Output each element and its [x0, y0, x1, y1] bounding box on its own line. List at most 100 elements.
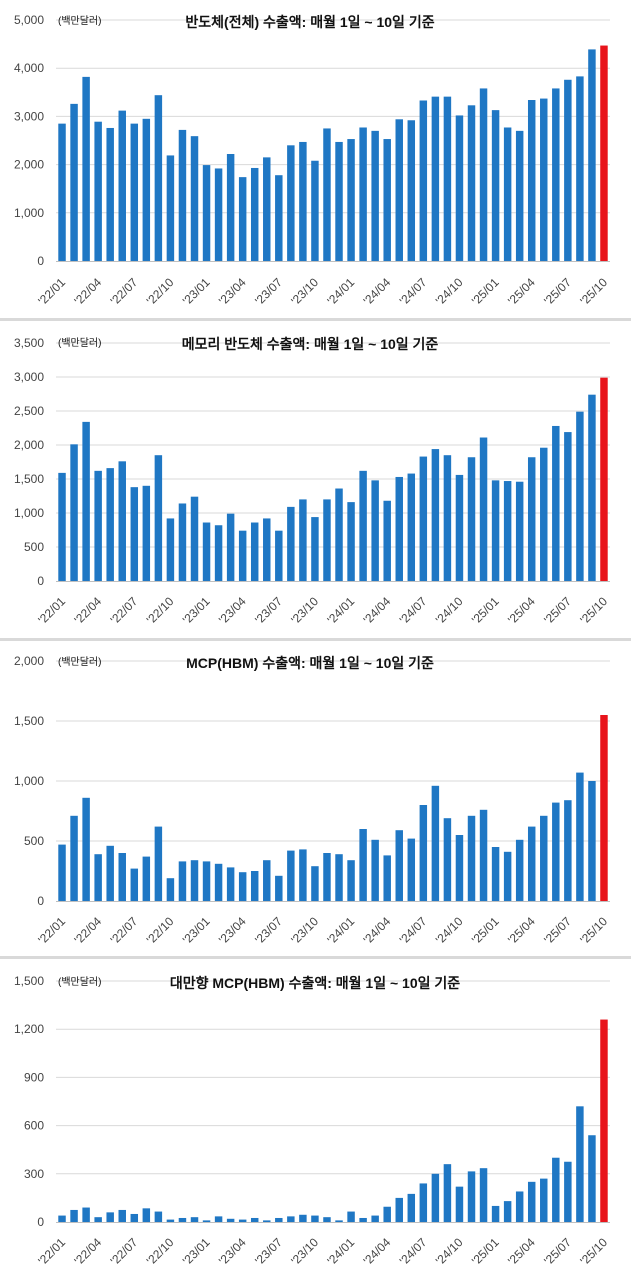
bar	[371, 1215, 379, 1222]
x-tick-label: '25/10	[577, 914, 610, 947]
bar	[395, 119, 403, 261]
x-tick-label: '22/07	[108, 594, 141, 627]
bar	[455, 115, 464, 261]
x-tick-label: '22/10	[144, 594, 177, 627]
bar	[166, 155, 175, 261]
bar	[178, 129, 187, 261]
x-tick-label: '25/07	[541, 594, 574, 627]
chart-total-semiconductor: 01,0002,0003,0004,0005,000'22/01'22/04'2…	[14, 13, 610, 308]
x-tick-label: '23/10	[288, 1235, 321, 1268]
bar	[166, 518, 175, 581]
x-tick-label: '23/04	[216, 1235, 249, 1268]
bar	[178, 503, 187, 581]
bar	[503, 851, 512, 901]
bar	[431, 1173, 440, 1222]
chart-title: 메모리 반도체 수출액: 매월 1일 ~ 10일 기준	[182, 336, 439, 352]
bar	[455, 1186, 464, 1222]
x-tick-label: '24/10	[433, 594, 466, 627]
bar	[250, 871, 259, 901]
bar	[70, 444, 78, 581]
x-tick-label: '24/07	[397, 275, 430, 308]
x-tick-label: '23/10	[288, 914, 321, 947]
bar	[347, 139, 355, 261]
bar	[142, 118, 151, 261]
bar	[564, 432, 572, 581]
x-tick-label: '25/01	[469, 594, 502, 627]
bar	[419, 100, 428, 262]
x-tick-label: '22/04	[72, 275, 105, 308]
chart-mcp-hbm: 0 500 1,000 1,500 2,000 '22/01'22/04'22/07'22…	[14, 654, 610, 947]
chart-memory-semiconductor: 0 500 1,000 1,500 2,000 2,500 3,000 3,500 '22/01…	[14, 336, 610, 627]
bar	[540, 98, 548, 261]
bar	[515, 481, 524, 581]
unit-label: (백만달러)	[58, 976, 101, 988]
bar	[287, 145, 295, 261]
bar	[383, 1206, 391, 1222]
bar	[371, 130, 379, 261]
bar	[419, 805, 428, 901]
unit-label: (백만달러)	[58, 656, 101, 668]
bar	[226, 1218, 235, 1222]
x-tick-label: '23/01	[180, 275, 213, 308]
bar	[130, 487, 139, 581]
y-tick-label: 1,500	[14, 472, 44, 486]
bar	[359, 1217, 367, 1222]
bar	[503, 1201, 512, 1222]
bar	[443, 818, 452, 901]
bar	[588, 1135, 596, 1222]
bar	[371, 480, 379, 581]
bar	[576, 76, 584, 261]
bar	[130, 1213, 139, 1222]
x-tick-label: '23/04	[216, 275, 249, 308]
bar	[202, 861, 211, 901]
bar	[443, 1164, 452, 1222]
bar	[552, 1157, 560, 1222]
bar	[467, 105, 476, 261]
bar	[311, 517, 319, 581]
bar	[70, 103, 78, 262]
bar	[527, 457, 536, 581]
chart-title: 반도체(전체) 수출액: 매월 1일 ~ 10일 기준	[185, 14, 434, 30]
bar	[335, 488, 343, 581]
y-tick-label: 2,000	[14, 438, 44, 452]
bar	[407, 473, 416, 581]
bar	[154, 455, 163, 581]
bar	[371, 839, 379, 901]
bar	[479, 809, 488, 901]
y-tick-label: 4,000	[14, 61, 44, 75]
bar	[238, 177, 247, 261]
bar	[491, 847, 500, 901]
x-tick-label: '25/04	[505, 914, 538, 947]
x-tick-label: '22/10	[144, 275, 177, 308]
bar	[142, 856, 151, 901]
bar	[467, 457, 476, 581]
bar	[238, 1219, 247, 1222]
y-tick-label: 900	[24, 1070, 44, 1084]
bar	[154, 826, 163, 901]
bar	[82, 76, 90, 261]
x-tick-label: '23/10	[288, 275, 321, 308]
bar	[564, 1161, 572, 1222]
y-tick-label: 1,000	[14, 206, 44, 220]
chart-taiwan-mcp-hbm: 03006009001,2001,500'22/01'22/04'22/07'2…	[14, 974, 610, 1268]
bar	[118, 461, 126, 581]
bar	[588, 49, 596, 262]
x-tick-label: '25/04	[505, 594, 538, 627]
bar	[58, 844, 66, 901]
bar	[383, 500, 391, 581]
bar	[335, 854, 343, 901]
bar	[250, 1217, 259, 1222]
chart-title: 대만향 MCP(HBM) 수출액: 매월 1일 ~ 10일 기준	[170, 975, 460, 991]
bar	[250, 522, 259, 581]
bar	[395, 476, 403, 581]
x-tick-label: '24/10	[433, 1235, 466, 1268]
bar	[94, 470, 102, 581]
x-tick-label: '23/01	[180, 594, 213, 627]
bar-latest	[600, 715, 608, 901]
x-tick-label: '22/07	[108, 914, 141, 947]
bar	[190, 136, 199, 261]
bar	[214, 168, 223, 261]
bar	[94, 1217, 102, 1222]
bar	[576, 1106, 584, 1222]
bar	[275, 530, 283, 581]
